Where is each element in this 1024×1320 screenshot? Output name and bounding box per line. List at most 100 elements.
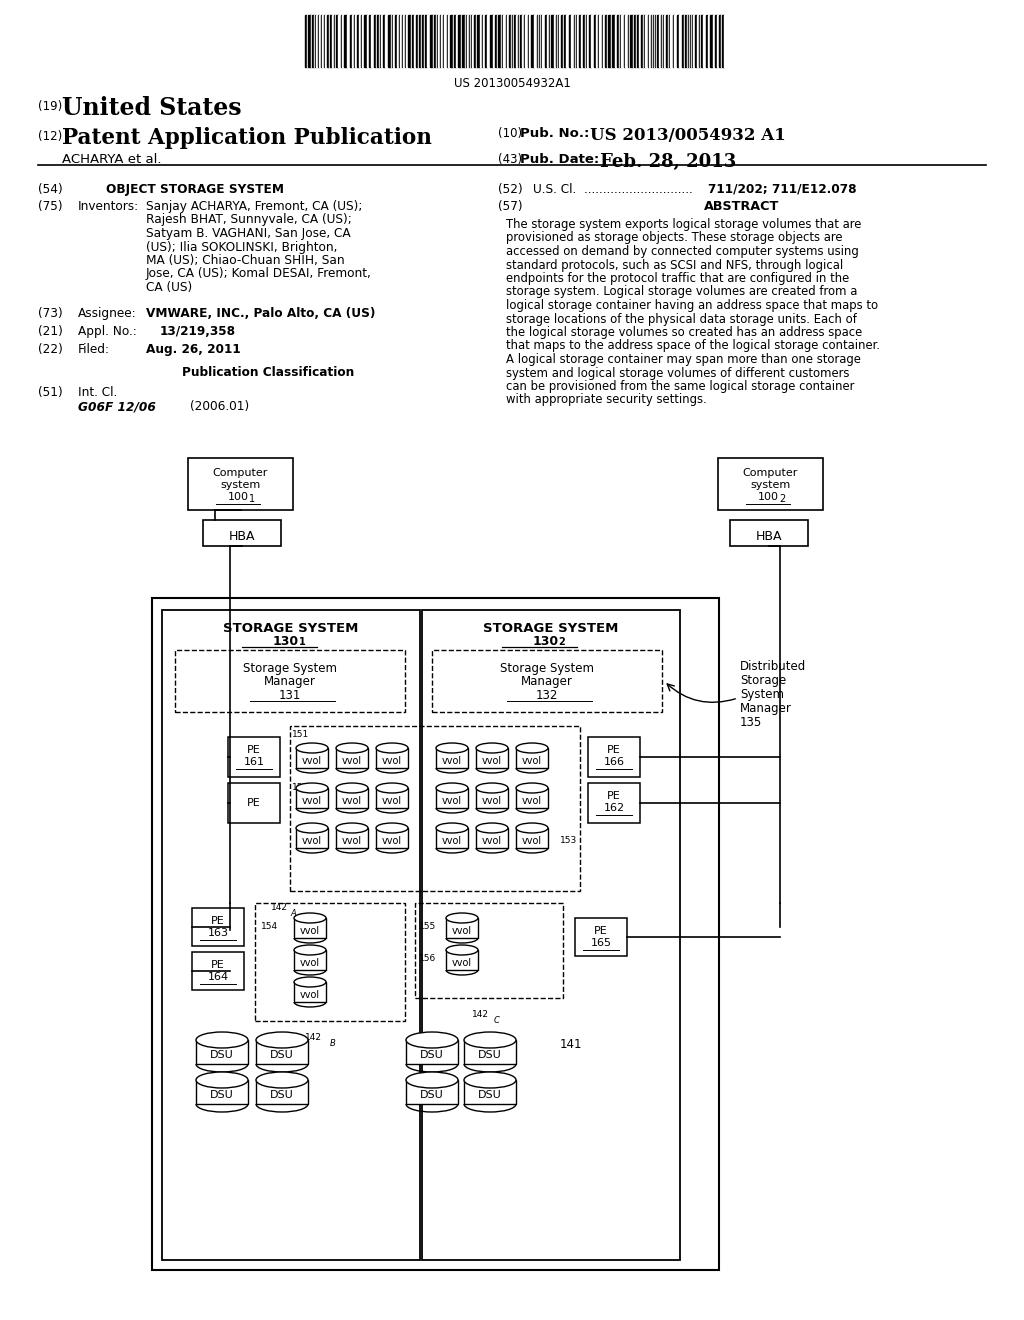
Bar xyxy=(645,15,648,67)
Text: STORAGE SYSTEM: STORAGE SYSTEM xyxy=(223,622,358,635)
Bar xyxy=(357,15,359,67)
Bar xyxy=(330,15,332,67)
Bar xyxy=(296,788,328,808)
Bar xyxy=(350,15,352,67)
Text: DSU: DSU xyxy=(478,1090,502,1100)
Text: PE: PE xyxy=(607,791,621,801)
Text: DSU: DSU xyxy=(210,1090,233,1100)
FancyArrowPatch shape xyxy=(668,684,735,702)
Text: 13/219,358: 13/219,358 xyxy=(160,325,237,338)
Text: 130: 130 xyxy=(532,635,559,648)
Text: the logical storage volumes so created has an address space: the logical storage volumes so created h… xyxy=(506,326,862,339)
Text: (75): (75) xyxy=(38,201,62,213)
Ellipse shape xyxy=(256,1032,308,1048)
Ellipse shape xyxy=(464,1072,516,1088)
Text: Inventors:: Inventors: xyxy=(78,201,139,213)
Text: PE: PE xyxy=(247,799,261,808)
Bar xyxy=(395,15,397,67)
Bar xyxy=(336,788,368,808)
Bar xyxy=(393,15,395,67)
Text: vvol: vvol xyxy=(452,927,472,936)
Bar xyxy=(196,1040,248,1064)
Text: 156: 156 xyxy=(419,954,436,964)
Bar xyxy=(509,15,511,67)
Bar xyxy=(256,1080,308,1104)
Text: (19): (19) xyxy=(38,100,62,114)
Bar xyxy=(679,15,682,67)
Ellipse shape xyxy=(376,783,408,793)
Bar xyxy=(564,15,566,67)
Text: vvol: vvol xyxy=(302,756,323,766)
Text: system: system xyxy=(751,480,791,490)
Text: (73): (73) xyxy=(38,308,62,319)
Bar xyxy=(462,15,465,67)
Ellipse shape xyxy=(296,822,328,833)
Text: 162: 162 xyxy=(603,803,625,813)
Bar xyxy=(422,15,424,67)
Bar xyxy=(485,15,487,67)
Bar xyxy=(649,15,651,67)
Bar xyxy=(196,1080,248,1104)
Text: 152: 152 xyxy=(292,783,309,792)
Text: Sanjay ACHARYA, Fremont, CA (US);: Sanjay ACHARYA, Fremont, CA (US); xyxy=(146,201,362,213)
Bar xyxy=(641,15,643,67)
Bar xyxy=(316,15,318,67)
Bar xyxy=(412,15,414,67)
Text: US 2013/0054932 A1: US 2013/0054932 A1 xyxy=(590,127,785,144)
Text: Feb. 28, 2013: Feb. 28, 2013 xyxy=(600,153,736,172)
Text: DSU: DSU xyxy=(270,1049,294,1060)
Bar xyxy=(400,15,402,67)
Bar xyxy=(581,15,583,67)
Text: 2: 2 xyxy=(779,494,785,504)
Text: Computer: Computer xyxy=(213,469,268,478)
Bar xyxy=(296,828,328,847)
Bar xyxy=(498,15,501,67)
Bar xyxy=(685,15,687,67)
Bar xyxy=(338,15,341,67)
Bar xyxy=(256,1040,308,1064)
Bar xyxy=(381,15,383,67)
Bar xyxy=(388,15,391,67)
Bar xyxy=(364,15,367,67)
Ellipse shape xyxy=(294,913,326,923)
Text: Storage System: Storage System xyxy=(243,663,337,675)
Bar xyxy=(415,903,563,998)
Bar xyxy=(376,788,408,808)
Bar xyxy=(327,15,329,67)
Ellipse shape xyxy=(476,783,508,793)
Bar xyxy=(719,15,721,67)
Text: 161: 161 xyxy=(244,756,264,767)
Text: Int. Cl.: Int. Cl. xyxy=(78,385,118,399)
Bar xyxy=(383,15,385,67)
Ellipse shape xyxy=(336,822,368,833)
Text: storage locations of the physical data storage units. Each of: storage locations of the physical data s… xyxy=(506,313,857,326)
Bar xyxy=(525,15,528,67)
Text: DSU: DSU xyxy=(270,1090,294,1100)
Bar xyxy=(542,15,545,67)
Text: 100: 100 xyxy=(758,492,779,502)
Text: 131: 131 xyxy=(279,689,301,702)
Bar xyxy=(406,1080,458,1104)
Text: vvol: vvol xyxy=(342,836,362,846)
Ellipse shape xyxy=(376,822,408,833)
Bar xyxy=(296,748,328,768)
Text: (12): (12) xyxy=(38,129,62,143)
Bar xyxy=(336,828,368,847)
Bar xyxy=(516,788,548,808)
Bar xyxy=(637,15,639,67)
Text: ACHARYA et al.: ACHARYA et al. xyxy=(62,153,162,166)
Bar xyxy=(336,748,368,768)
Text: (51): (51) xyxy=(38,385,62,399)
Text: Filed:: Filed: xyxy=(78,343,110,356)
Text: Distributed: Distributed xyxy=(740,660,806,673)
Text: with appropriate security settings.: with appropriate security settings. xyxy=(506,393,707,407)
Text: accessed on demand by connected computer systems using: accessed on demand by connected computer… xyxy=(506,246,859,257)
Ellipse shape xyxy=(296,783,328,793)
Bar xyxy=(255,903,406,1020)
Bar xyxy=(554,15,556,67)
Bar xyxy=(559,15,561,67)
Bar xyxy=(608,15,611,67)
Text: vvol: vvol xyxy=(382,836,402,846)
Bar xyxy=(657,15,659,67)
Text: logical storage container having an address space that maps to: logical storage container having an addr… xyxy=(506,300,879,312)
